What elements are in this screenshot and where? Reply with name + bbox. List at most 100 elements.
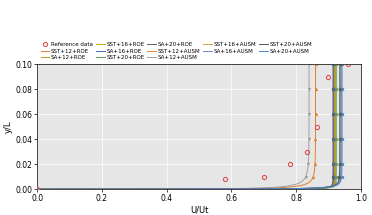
SST+12+AUSM (313, 147, 318, 150)
SST+16+AUSM (339, 173, 343, 175)
Line: SA+20+ROE: SA+20+ROE (37, 64, 333, 189)
SST+12+AUSM (313, 63, 318, 66)
SA+20+ROE (331, 138, 335, 141)
SST+20+AUSM (337, 147, 342, 150)
SA+20+ROE (331, 109, 335, 112)
SA+20+ROE (331, 98, 335, 100)
SST+16+ROE (333, 98, 338, 100)
SA+20+ROE (331, 147, 335, 150)
Line: SST+12+ROE: SST+12+ROE (37, 64, 335, 189)
Line: SA+16+AUSM: SA+16+AUSM (37, 64, 341, 189)
Reference data (223, 178, 227, 181)
SST+20+ROE (334, 138, 339, 141)
Line: SST+20+AUSM: SST+20+AUSM (37, 64, 340, 189)
SST+16+ROE (333, 147, 338, 150)
Line: SA+20+AUSM: SA+20+AUSM (37, 64, 342, 189)
SST+12+ROE (35, 188, 39, 190)
Reference data (346, 63, 350, 66)
SA+12+ROE (332, 97, 337, 100)
Reference data (326, 76, 331, 78)
SA+16+ROE (331, 97, 336, 100)
SA+12+AUSM (35, 188, 39, 190)
SST+20+ROE (334, 63, 339, 66)
SST+12+AUSM (313, 109, 318, 112)
SST+12+ROE (333, 147, 337, 150)
SST+20+ROE (334, 97, 339, 100)
SA+20+AUSM (340, 63, 344, 66)
SST+12+AUSM (35, 188, 39, 190)
SST+12+ROE (333, 173, 337, 175)
Line: SST+20+ROE: SST+20+ROE (37, 64, 336, 189)
SA+16+AUSM (338, 173, 343, 175)
SA+16+AUSM (35, 188, 39, 190)
SST+16+AUSM (339, 98, 344, 100)
SA+20+AUSM (35, 188, 39, 190)
SA+20+AUSM (340, 147, 344, 150)
SST+16+ROE (333, 97, 338, 100)
SA+12+AUSM (307, 98, 311, 100)
SA+20+AUSM (340, 98, 344, 100)
SST+16+AUSM (339, 147, 344, 150)
SA+12+AUSM (307, 63, 311, 66)
SA+16+ROE (331, 98, 336, 100)
Line: SA+16+ROE: SA+16+ROE (37, 64, 334, 189)
SA+16+ROE (331, 138, 336, 141)
SA+12+ROE (332, 138, 337, 141)
SST+20+AUSM (337, 138, 342, 141)
SA+20+AUSM (340, 97, 344, 100)
SA+16+AUSM (339, 97, 343, 100)
X-axis label: U/Ut: U/Ut (190, 206, 208, 215)
SA+20+AUSM (340, 173, 344, 175)
Line: SA+12+ROE: SA+12+ROE (37, 64, 334, 189)
SST+20+AUSM (337, 109, 342, 112)
SA+12+ROE (332, 98, 337, 100)
SST+16+AUSM (339, 63, 344, 66)
SA+16+ROE (35, 188, 39, 190)
Line: SST+16+AUSM: SST+16+AUSM (37, 64, 341, 189)
SST+16+ROE (333, 173, 338, 175)
SST+16+AUSM (339, 138, 344, 141)
SA+12+AUSM (307, 138, 311, 141)
Y-axis label: y/L: y/L (4, 121, 13, 133)
SA+12+ROE (332, 173, 337, 175)
SST+12+ROE (333, 97, 337, 100)
SST+16+AUSM (35, 188, 39, 190)
SA+12+AUSM (307, 147, 311, 150)
SST+12+AUSM (313, 97, 318, 100)
SST+20+ROE (334, 147, 339, 150)
Line: SA+12+AUSM: SA+12+AUSM (37, 64, 309, 189)
SA+16+AUSM (339, 109, 343, 112)
Line: SST+16+ROE: SST+16+ROE (37, 64, 336, 189)
SST+16+ROE (333, 138, 338, 141)
Reference data (35, 188, 39, 190)
SST+16+ROE (333, 63, 338, 66)
SST+12+ROE (333, 109, 337, 112)
Reference data (305, 150, 310, 153)
SA+12+AUSM (304, 173, 309, 175)
SST+20+ROE (334, 173, 339, 175)
Line: Reference data: Reference data (35, 62, 350, 191)
SA+16+ROE (331, 63, 336, 66)
SA+20+AUSM (340, 109, 344, 112)
Line: SST+12+AUSM: SST+12+AUSM (37, 64, 315, 189)
SST+16+ROE (333, 109, 338, 112)
SA+16+AUSM (339, 147, 343, 150)
SST+20+ROE (334, 98, 339, 100)
SST+12+AUSM (313, 138, 318, 141)
SST+12+AUSM (313, 98, 318, 100)
SST+12+ROE (333, 63, 337, 66)
SST+16+AUSM (339, 97, 344, 100)
Reference data (315, 126, 320, 128)
SA+20+ROE (331, 63, 335, 66)
SA+20+ROE (331, 97, 335, 100)
SA+12+AUSM (307, 109, 311, 112)
SA+16+AUSM (339, 138, 343, 141)
SA+12+ROE (332, 147, 337, 150)
SA+12+ROE (332, 109, 337, 112)
SA+12+ROE (35, 188, 39, 190)
SST+20+AUSM (337, 63, 342, 66)
SST+20+ROE (35, 188, 39, 190)
SST+20+AUSM (337, 97, 342, 100)
Reference data (288, 163, 292, 166)
SST+20+AUSM (337, 173, 342, 175)
